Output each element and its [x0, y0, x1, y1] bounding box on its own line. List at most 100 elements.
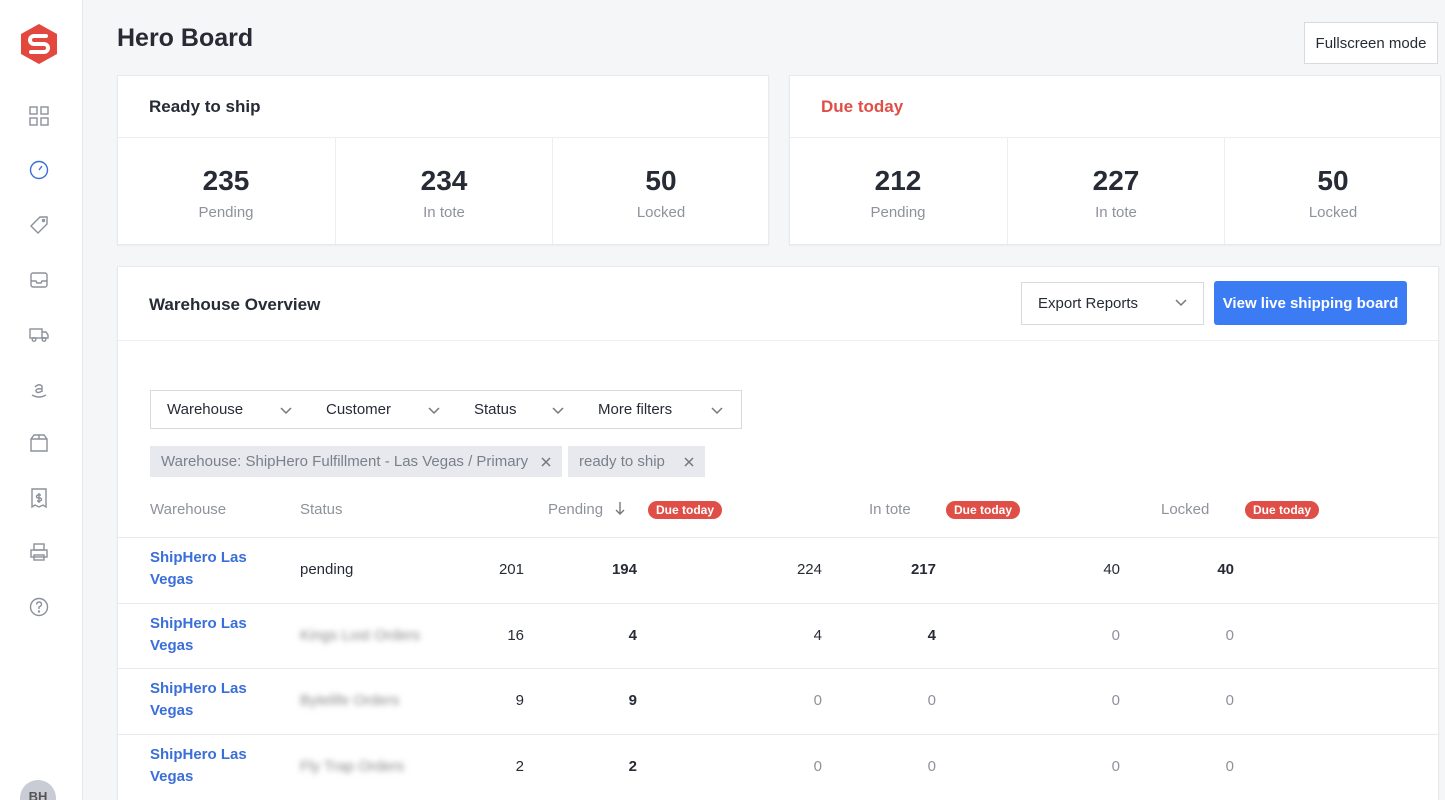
chevron	[280, 407, 292, 415]
filter-dropdown[interactable]: Warehouse	[150, 390, 311, 429]
column-header[interactable]: Pending	[548, 501, 604, 518]
avatar[interactable]: BH	[20, 780, 56, 800]
filter-label: More filters	[598, 401, 673, 418]
nav-shipping[interactable]	[28, 323, 50, 345]
due-today-badge: Due today	[1245, 501, 1320, 519]
stat: 227 In tote	[1007, 138, 1224, 244]
chevron	[428, 407, 440, 415]
count-cell: 224	[796, 561, 822, 578]
active-filter-chip: Warehouse: ShipHero Fulfillment - Las Ve…	[150, 446, 562, 477]
stat-label: Locked	[1308, 204, 1358, 221]
due-today-badge: Due today	[946, 501, 1021, 519]
status-cell: pending	[300, 561, 354, 578]
stat-value: 234	[420, 165, 468, 196]
count-cell: 40	[1103, 561, 1120, 578]
stat: 235 Pending	[118, 138, 334, 244]
status-cell: Fly Trap Orders	[300, 757, 405, 775]
count-cell: 201	[498, 561, 524, 578]
chevron	[711, 407, 723, 415]
count-cell: 2	[515, 757, 524, 775]
stat-value: 212	[874, 165, 922, 196]
count-cell: 4	[813, 626, 822, 644]
status-cell: Bytelife Orders	[300, 692, 400, 709]
nav-packages[interactable]	[28, 432, 50, 454]
stat: 212 Pending	[790, 138, 1006, 244]
count-cell: 0	[1111, 692, 1120, 709]
row-divider	[118, 733, 1438, 735]
filter-label: Status	[474, 401, 517, 418]
due-count-cell: 217	[910, 561, 936, 578]
stat: 234 In tote	[335, 138, 552, 244]
count-cell: 0	[813, 692, 822, 709]
stat-label: Pending	[198, 204, 254, 221]
stat-value: 227	[1092, 165, 1140, 196]
row-divider	[118, 602, 1438, 604]
overview-title: Warehouse Overview	[149, 295, 321, 314]
remove-filter[interactable]	[684, 456, 694, 467]
stat-label: In tote	[1095, 204, 1137, 221]
page-title: Hero Board	[117, 24, 254, 52]
due-count-cell: 9	[628, 692, 637, 709]
nav-printer[interactable]	[28, 541, 50, 563]
card-title: Due today	[821, 97, 904, 116]
due-count-cell: 0	[1225, 626, 1234, 644]
sidebar: BH	[0, 0, 83, 800]
column-header: Status	[300, 501, 343, 518]
due-count-cell: 2	[628, 757, 637, 775]
filter-label: Customer	[326, 401, 392, 418]
filter-dropdown[interactable]: Status	[458, 390, 583, 429]
warehouse-link[interactable]: ShipHero Las Vegas	[150, 745, 247, 785]
column-header: In tote	[869, 501, 911, 518]
count-cell: 0	[1111, 626, 1120, 644]
chip-label: Warehouse: ShipHero Fulfillment - Las Ve…	[161, 453, 529, 470]
count-cell: 16	[507, 626, 524, 644]
fullscreen-button[interactable]: Fullscreen mode	[1304, 22, 1438, 64]
due-count-cell: 194	[611, 561, 637, 578]
chevron	[1175, 299, 1187, 307]
nav-inbox[interactable]	[28, 269, 50, 291]
filter-dropdown[interactable]: Customer	[310, 390, 459, 429]
nav-hero-board[interactable]	[28, 159, 50, 181]
status-cell: Kings Lost Orders	[300, 626, 421, 644]
remove-filter[interactable]	[541, 456, 551, 467]
due-count-cell: 0	[1225, 757, 1234, 775]
filter-label: Warehouse	[167, 401, 244, 418]
stat-value: 50	[1317, 165, 1349, 196]
filter-dropdown[interactable]: More filters	[582, 390, 742, 429]
due-count-cell: 40	[1217, 561, 1234, 578]
due-count-cell: 4	[628, 626, 637, 644]
column-header: Warehouse	[150, 501, 227, 518]
live-board-button[interactable]: View live shipping board	[1214, 281, 1407, 325]
stat: 50 Locked	[1224, 138, 1441, 244]
chip-label: ready to ship	[579, 453, 665, 470]
nav-billing[interactable]	[28, 487, 50, 509]
card-title: Ready to ship	[149, 97, 261, 116]
active-filter-chip: ready to ship	[568, 446, 705, 477]
nav-dashboard[interactable]	[28, 105, 50, 127]
warehouse-link[interactable]: ShipHero Las Vegas	[150, 614, 247, 654]
nav-amazon[interactable]	[28, 378, 50, 400]
due-count-cell: 0	[1225, 692, 1234, 709]
export-button[interactable]: Export Reports	[1021, 282, 1204, 325]
warehouse-link[interactable]: ShipHero Las Vegas	[150, 549, 247, 588]
stat-value: 235	[202, 165, 250, 196]
due-today-badge: Due today	[648, 501, 723, 519]
nav-products[interactable]	[28, 214, 50, 236]
count-cell: 0	[813, 757, 822, 775]
overview-card: Warehouse Overview Export Reports View l…	[117, 266, 1439, 800]
sort-arrow[interactable]	[615, 502, 625, 516]
chevron	[552, 407, 564, 415]
summary-card: Due today 212 Pending 227 In tote 50 Locked	[789, 75, 1441, 245]
row-divider	[118, 668, 1438, 669]
nav-help[interactable]	[28, 596, 50, 618]
warehouse-link[interactable]: ShipHero Las Vegas	[150, 680, 247, 719]
divider	[790, 137, 1440, 138]
due-count-cell: 0	[927, 692, 936, 709]
logo[interactable]	[18, 22, 60, 66]
row-divider	[118, 537, 1438, 538]
stat-label: Locked	[636, 204, 686, 221]
stat-label: Pending	[870, 204, 926, 221]
count-cell: 0	[1111, 757, 1120, 775]
count-cell: 9	[515, 692, 524, 709]
